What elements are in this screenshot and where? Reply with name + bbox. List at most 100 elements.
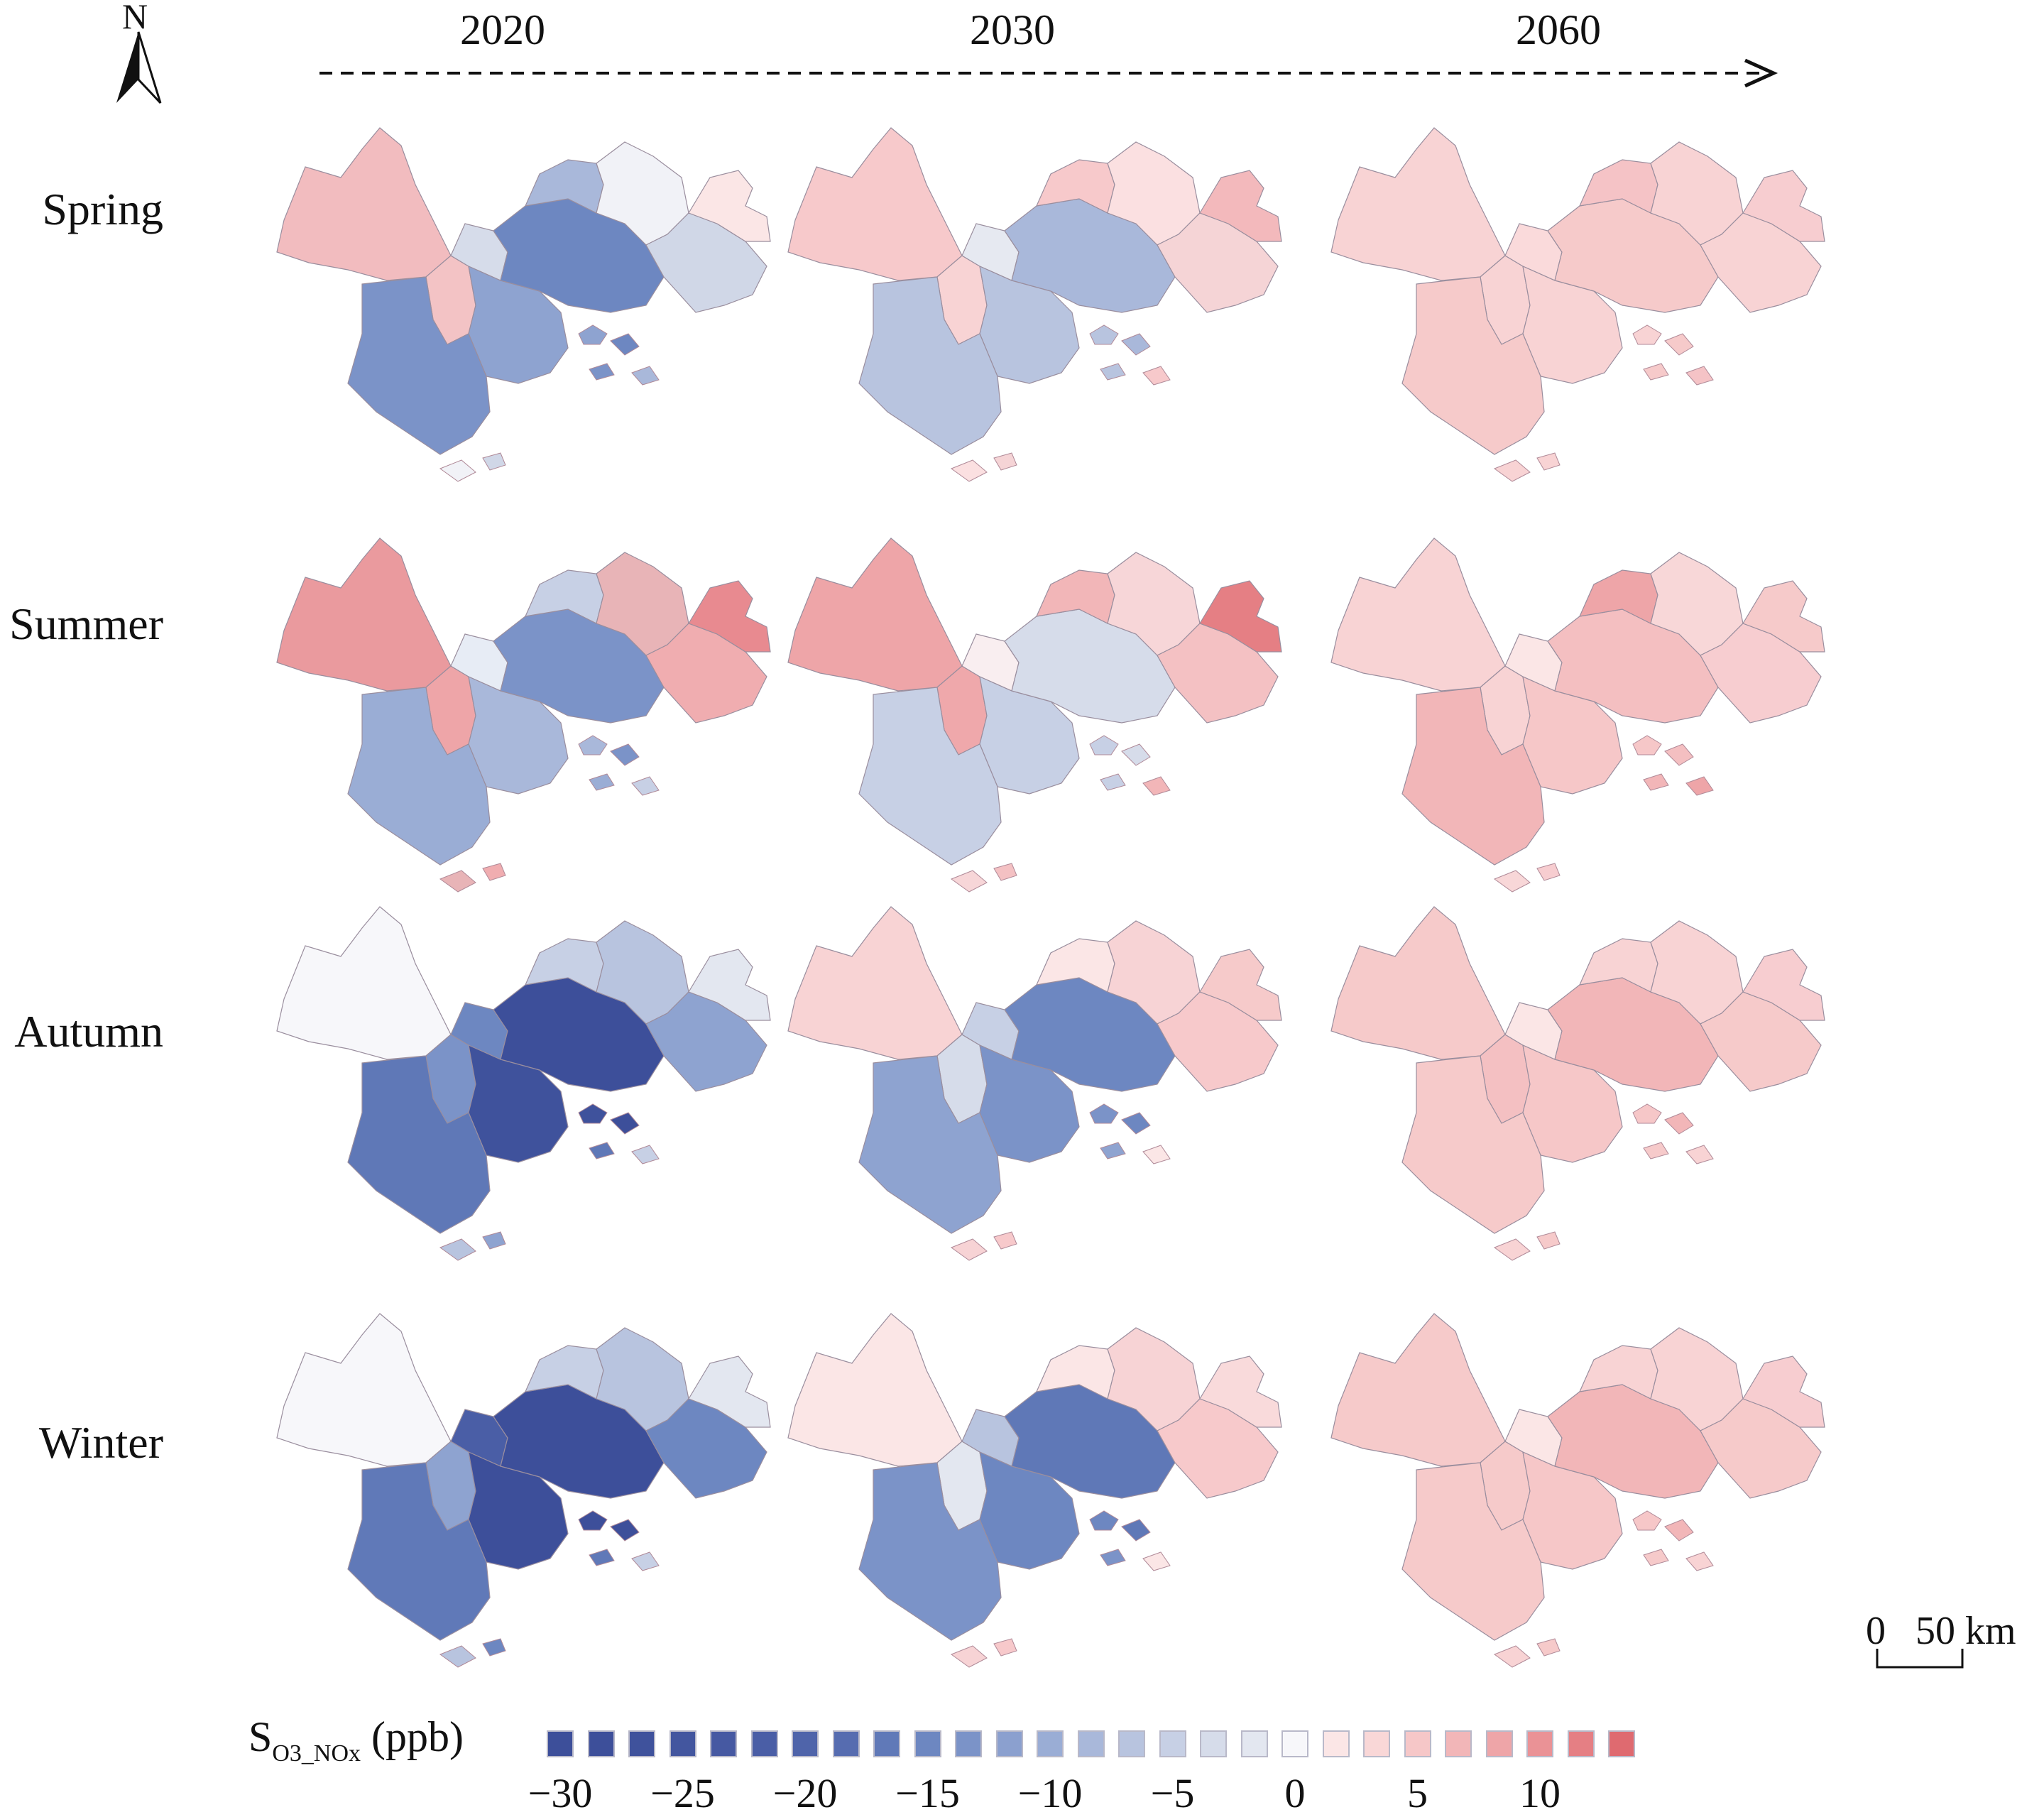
legend-swatch xyxy=(1037,1730,1064,1757)
map-island xyxy=(1493,1238,1531,1261)
map-region xyxy=(347,276,491,455)
map-region xyxy=(276,906,452,1060)
map-island xyxy=(950,1645,988,1668)
map-island xyxy=(1643,773,1669,791)
map-island xyxy=(589,1549,615,1566)
map-island xyxy=(482,1231,506,1250)
map-region xyxy=(1401,276,1545,455)
map-region xyxy=(688,580,771,653)
map-panel-winter-2020 xyxy=(276,1313,771,1668)
map-island xyxy=(1643,1549,1669,1566)
map-region xyxy=(1330,1313,1506,1467)
legend-swatch xyxy=(1485,1730,1513,1757)
legend-swatch xyxy=(587,1730,615,1757)
season-label-spring: Spring xyxy=(42,184,163,234)
map-island xyxy=(1142,776,1171,796)
map-panel-summer-2060 xyxy=(1330,538,1825,893)
legend-title: SO3_NOx (ppb) xyxy=(248,1713,464,1767)
map-region xyxy=(688,170,771,242)
map-panel-summer-2030 xyxy=(787,538,1282,893)
map-island xyxy=(1100,1142,1126,1160)
map-region xyxy=(645,623,767,724)
map-region xyxy=(645,1398,767,1499)
map-panel-winter-2030 xyxy=(787,1313,1282,1668)
map-island xyxy=(1142,366,1171,386)
legend-swatch xyxy=(750,1730,778,1757)
legend-tick-label: −20 xyxy=(772,1770,838,1816)
legend-swatch xyxy=(832,1730,860,1757)
map-island xyxy=(610,1112,640,1135)
legend-swatch xyxy=(1077,1730,1105,1757)
map-island xyxy=(950,459,988,482)
map-island xyxy=(610,743,640,766)
map-island xyxy=(578,324,608,345)
map-region xyxy=(1700,991,1822,1092)
map-region xyxy=(645,991,767,1092)
map-island xyxy=(950,870,988,893)
map-island xyxy=(1100,773,1126,791)
legend-swatch xyxy=(669,1730,696,1757)
legend-swatch xyxy=(873,1730,900,1757)
map-region xyxy=(276,1313,452,1467)
map-island xyxy=(1664,1112,1694,1135)
legend-swatch xyxy=(1526,1730,1553,1757)
map-region xyxy=(276,127,452,281)
map-region xyxy=(276,538,452,692)
map-island xyxy=(993,452,1017,471)
map-panel-summer-2020 xyxy=(276,538,771,893)
map-island xyxy=(950,1238,988,1261)
map-island xyxy=(482,1638,506,1657)
map-island xyxy=(1664,743,1694,766)
map-island xyxy=(993,1231,1017,1250)
map-region xyxy=(1401,687,1545,866)
map-region xyxy=(1199,1355,1282,1428)
map-island xyxy=(631,1145,660,1164)
map-region xyxy=(858,687,1002,866)
season-label-summer: Summer xyxy=(9,599,163,649)
legend-swatch xyxy=(1281,1730,1308,1757)
map-island xyxy=(1493,459,1531,482)
legend-tick-label: 0 xyxy=(1284,1770,1306,1816)
map-island xyxy=(1121,1519,1151,1542)
legend-swatch xyxy=(1159,1730,1186,1757)
legend-swatch xyxy=(628,1730,655,1757)
map-island xyxy=(482,452,506,471)
map-island xyxy=(1121,1112,1151,1135)
map-region xyxy=(858,1055,1002,1234)
map-island xyxy=(439,1238,476,1261)
map-island xyxy=(1536,1638,1561,1657)
map-island xyxy=(439,1645,476,1668)
legend-swatch xyxy=(1445,1730,1472,1757)
map-region xyxy=(787,1313,963,1467)
map-island xyxy=(439,870,476,893)
legend-swatch xyxy=(914,1730,941,1757)
map-region xyxy=(1742,1355,1825,1428)
legend-swatch xyxy=(1404,1730,1431,1757)
map-island xyxy=(993,863,1017,881)
legend-swatch xyxy=(1322,1730,1350,1757)
legend-swatch xyxy=(1608,1730,1635,1757)
legend-swatch xyxy=(1363,1730,1390,1757)
map-island xyxy=(1536,1231,1561,1250)
map-island xyxy=(578,735,608,755)
map-island xyxy=(1493,1645,1531,1668)
north-arrow: N xyxy=(106,0,170,107)
map-region xyxy=(1700,623,1822,724)
map-panel-spring-2020 xyxy=(276,127,771,482)
map-island xyxy=(1142,1145,1171,1164)
map-island xyxy=(578,1103,608,1124)
map-island xyxy=(589,773,615,791)
legend-swatch xyxy=(1200,1730,1227,1757)
map-island xyxy=(1685,366,1714,386)
map-island xyxy=(1142,1551,1171,1571)
legend-tick-label: 10 xyxy=(1519,1770,1561,1816)
map-island xyxy=(610,1519,640,1542)
scale-bar-label: 0 50 km xyxy=(1866,1609,2016,1653)
map-region xyxy=(1157,212,1279,313)
map-island xyxy=(631,1551,660,1571)
map-region xyxy=(1199,949,1282,1021)
map-region xyxy=(787,538,963,692)
map-island xyxy=(1089,735,1119,755)
scale-bar xyxy=(1876,1649,1964,1669)
map-region xyxy=(787,127,963,281)
